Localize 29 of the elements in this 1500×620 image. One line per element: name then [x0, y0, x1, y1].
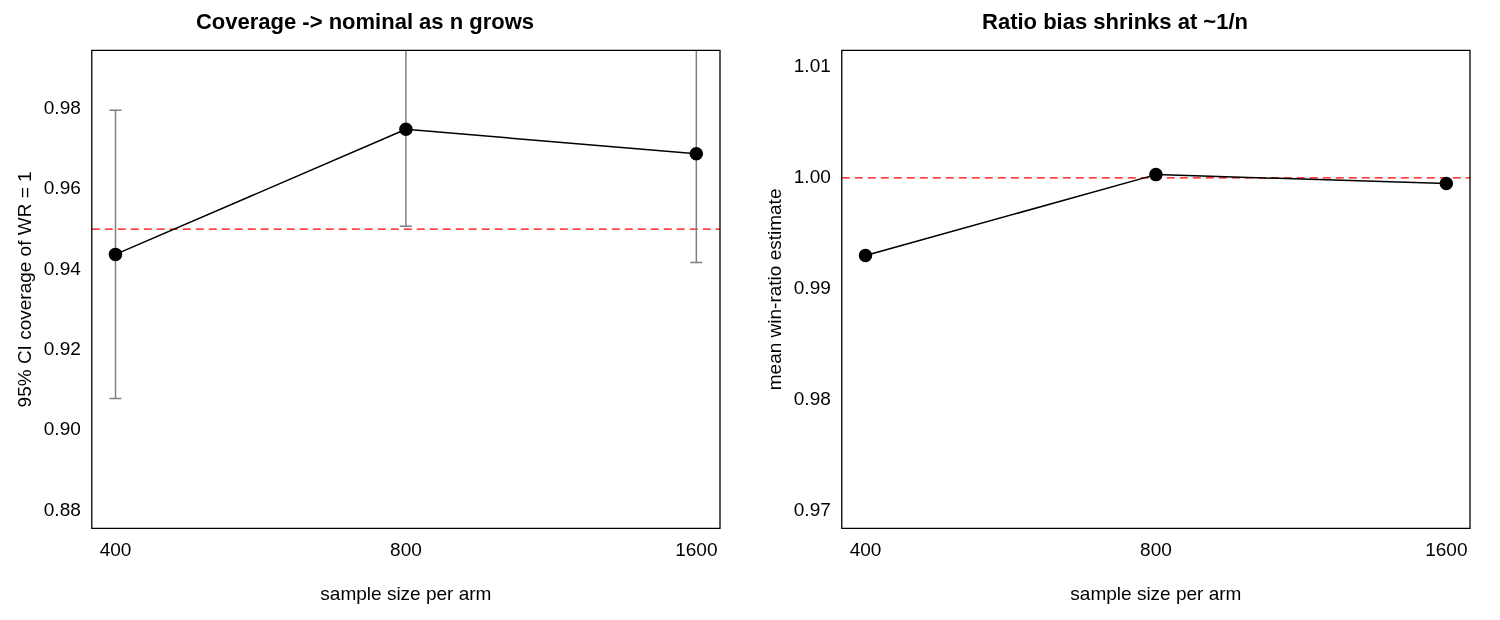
- y-tick-label: 0.92: [43, 337, 81, 359]
- y-tick-label: 0.90: [43, 418, 81, 440]
- y-tick-label: 0.98: [793, 387, 831, 409]
- x-tick-label: 800: [390, 539, 422, 561]
- chart-title: Coverage -> nominal as n grows: [195, 9, 535, 35]
- x-axis-title: sample size per arm: [320, 582, 492, 604]
- x-tick-label: 400: [99, 539, 132, 561]
- y-tick-label: 1.00: [793, 166, 831, 188]
- point: [399, 122, 413, 137]
- x-tick-label: 800: [1140, 539, 1172, 561]
- y-axis-title: 95% CI coverage of WR = 1: [13, 171, 35, 408]
- chart-title: Ratio bias shrinks at ~1/n: [982, 9, 1248, 35]
- x-tick-label: 1600: [1425, 539, 1468, 561]
- y-tick-label: 0.98: [43, 96, 81, 118]
- point: [858, 248, 873, 263]
- y-tick-label: 0.96: [43, 177, 81, 199]
- point: [689, 147, 704, 161]
- y-tick-label: 0.97: [793, 498, 831, 520]
- point: [1439, 176, 1454, 191]
- y-tick-label: 0.88: [43, 498, 81, 520]
- point: [1149, 167, 1163, 182]
- y-tick-label: 1.01: [793, 55, 831, 77]
- y-tick-label: 0.94: [43, 257, 82, 279]
- point: [108, 247, 123, 262]
- y-tick-label: 0.99: [793, 277, 831, 299]
- x-axis-title: sample size per arm: [1070, 582, 1242, 604]
- y-axis-title: mean win-ratio estimate: [763, 188, 785, 391]
- x-tick-label: 400: [849, 539, 882, 561]
- x-tick-label: 1600: [675, 539, 718, 561]
